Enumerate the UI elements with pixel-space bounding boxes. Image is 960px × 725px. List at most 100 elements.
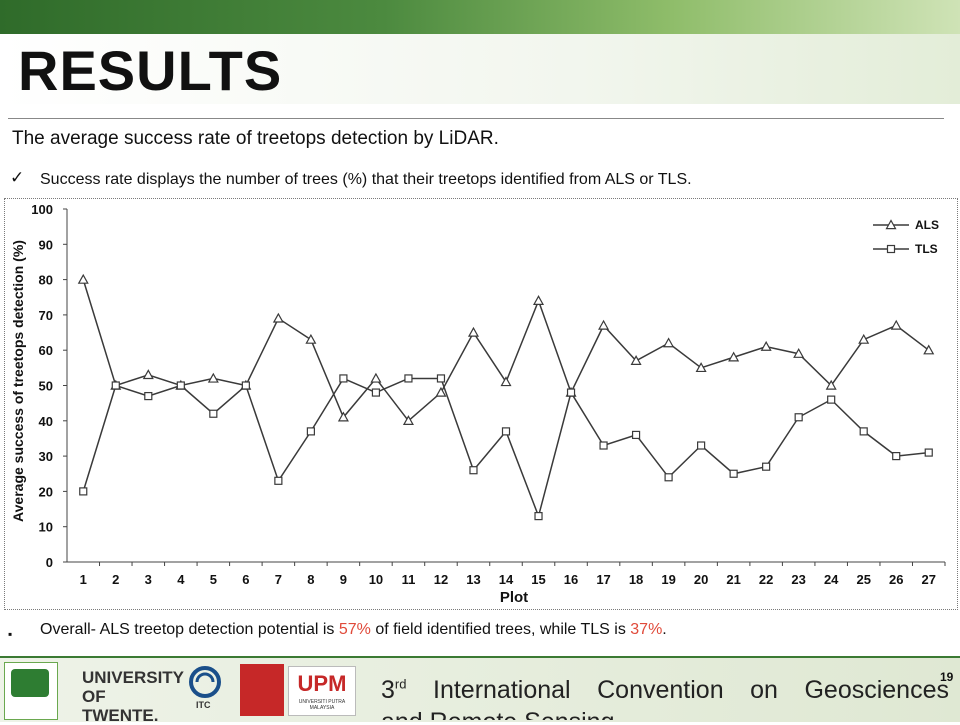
data-point-als bbox=[695, 362, 707, 373]
y-tick-label: 0 bbox=[46, 555, 53, 570]
data-point-tls bbox=[534, 512, 543, 521]
x-tick-label: 7 bbox=[275, 572, 282, 587]
x-tick-label: 10 bbox=[369, 572, 383, 587]
data-point-als bbox=[370, 372, 382, 383]
y-tick-label: 30 bbox=[39, 449, 53, 464]
tls-overall-value: 37% bbox=[630, 621, 663, 638]
x-tick-label: 18 bbox=[629, 572, 643, 587]
data-point-als bbox=[142, 369, 154, 380]
data-point-als bbox=[760, 340, 772, 351]
data-point-tls bbox=[697, 441, 706, 450]
y-tick-label: 20 bbox=[39, 484, 53, 499]
square-bullet-icon: ▪ bbox=[8, 627, 13, 641]
data-point-als bbox=[467, 326, 480, 337]
x-axis-label: Plot bbox=[500, 589, 528, 606]
x-tick-label: 11 bbox=[402, 572, 416, 587]
x-tick-label: 3 bbox=[145, 572, 152, 587]
y-tick-label: 60 bbox=[39, 343, 53, 358]
data-point-tls bbox=[924, 448, 933, 457]
x-tick-label: 16 bbox=[564, 572, 578, 587]
x-tick-label: 12 bbox=[434, 572, 448, 587]
x-tick-label: 22 bbox=[759, 572, 773, 587]
x-tick-label: 20 bbox=[694, 572, 708, 587]
x-tick-label: 2 bbox=[112, 572, 119, 587]
data-point-tls bbox=[664, 473, 673, 482]
data-point-tls bbox=[274, 476, 283, 485]
legend-marker-als bbox=[885, 219, 897, 230]
data-point-tls bbox=[794, 413, 803, 422]
y-tick-label: 70 bbox=[39, 308, 53, 323]
itc-logo-text: ITC bbox=[196, 700, 211, 710]
university-crest-logo bbox=[4, 662, 58, 720]
page-number: 19 bbox=[940, 670, 954, 684]
data-point-tls bbox=[469, 466, 478, 475]
title-background bbox=[0, 34, 960, 104]
top-banner bbox=[0, 0, 960, 34]
data-point-als bbox=[337, 411, 349, 422]
data-point-als bbox=[500, 376, 512, 387]
footer-bar bbox=[0, 656, 960, 722]
x-tick-label: 1 bbox=[80, 572, 87, 587]
data-point-tls bbox=[599, 441, 608, 450]
data-point-als bbox=[728, 351, 740, 362]
itc-logo-icon bbox=[189, 666, 221, 698]
conference-title-line2: and Remote Sensing bbox=[381, 708, 614, 720]
data-point-als bbox=[598, 319, 610, 330]
data-point-tls bbox=[339, 374, 348, 383]
bullet-success-rate: Success rate displays the number of tree… bbox=[40, 171, 692, 188]
data-point-als bbox=[793, 347, 805, 358]
conference-title: 3rd International Convention on Geoscien… bbox=[381, 676, 949, 704]
data-point-tls bbox=[371, 388, 381, 397]
twente-logo: UNIVERSITY OF TWENTE. bbox=[82, 668, 185, 725]
checkmark-icon: ✓ bbox=[10, 168, 25, 187]
x-tick-label: 23 bbox=[791, 572, 805, 587]
data-point-tls bbox=[306, 427, 315, 436]
x-tick-label: 14 bbox=[499, 572, 514, 587]
als-overall-value: 57% bbox=[338, 621, 371, 638]
data-point-als bbox=[305, 333, 317, 344]
y-tick-label: 80 bbox=[39, 273, 53, 288]
x-tick-label: 4 bbox=[177, 572, 185, 587]
y-axis-label: Average success of treetops detection (%… bbox=[10, 240, 26, 522]
data-point-tls bbox=[501, 427, 511, 436]
title-divider bbox=[8, 118, 944, 119]
x-tick-label: 21 bbox=[726, 572, 740, 587]
data-point-tls bbox=[209, 409, 218, 418]
x-tick-label: 24 bbox=[824, 572, 839, 587]
x-tick-label: 6 bbox=[242, 572, 249, 587]
chart-frame: 0 10 20 30 40 50 60 70 80 90 100 1 2 3 4 5 6 7 8 9 10 11 12 13 1… bbox=[4, 198, 958, 610]
slide-subtitle: The average success rate of treetops det… bbox=[12, 128, 499, 149]
data-point-tls bbox=[111, 381, 120, 390]
x-tick-label: 17 bbox=[596, 572, 610, 587]
x-tick-label: 13 bbox=[466, 572, 480, 587]
legend-label-tls: TLS bbox=[915, 242, 938, 256]
data-point-tls bbox=[631, 430, 641, 440]
data-point-tls bbox=[859, 427, 868, 436]
data-point-tls bbox=[436, 374, 446, 383]
legend-label-als: ALS bbox=[915, 218, 939, 232]
data-point-tls bbox=[566, 388, 576, 397]
x-tick-label: 19 bbox=[661, 572, 675, 587]
data-point-als bbox=[663, 337, 675, 348]
data-point-als bbox=[402, 415, 414, 425]
data-point-als bbox=[77, 273, 89, 284]
y-tick-label: 100 bbox=[31, 202, 53, 217]
data-point-als bbox=[207, 372, 219, 383]
data-point-tls bbox=[176, 381, 185, 390]
bullet-overall: Overall- ALS treetop detection potential… bbox=[40, 621, 667, 638]
x-tick-label: 27 bbox=[922, 572, 936, 587]
data-point-als bbox=[923, 344, 935, 355]
data-point-als bbox=[890, 319, 902, 330]
series-als bbox=[77, 273, 935, 425]
data-point-tls bbox=[762, 462, 771, 471]
data-point-als bbox=[435, 386, 447, 397]
legend-marker-tls bbox=[886, 244, 896, 254]
y-tick-label: 40 bbox=[39, 414, 53, 429]
data-point-als bbox=[825, 379, 837, 390]
upm-logo: UPM UNIVERSITI PUTRA MALAYSIA bbox=[288, 666, 356, 716]
data-point-tls bbox=[827, 395, 836, 404]
data-point-tls bbox=[404, 374, 413, 383]
series-line-als bbox=[82, 279, 930, 422]
data-point-als bbox=[272, 312, 284, 323]
x-tick-label: 15 bbox=[531, 572, 545, 587]
